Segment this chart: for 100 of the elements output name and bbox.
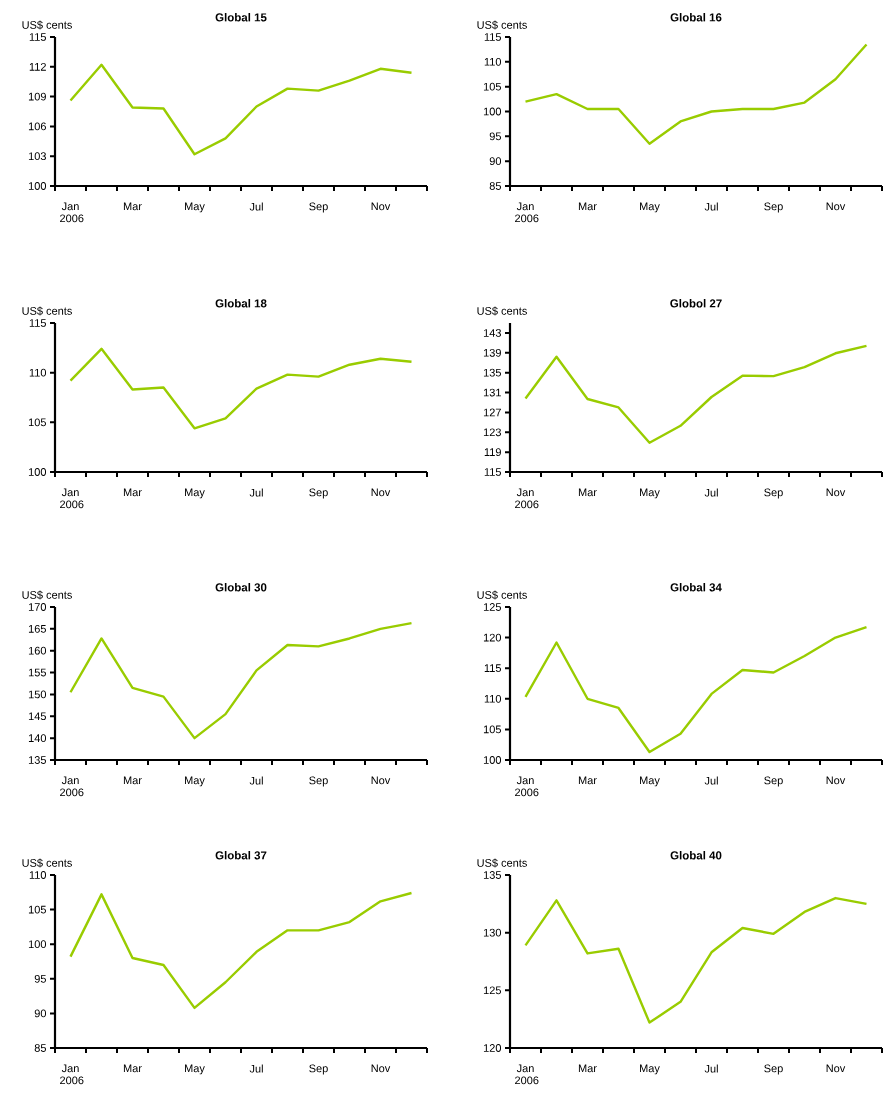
x-tick-label: Mar [123, 488, 142, 497]
chart-title: Global 37 [215, 851, 267, 860]
y-tick-label: 115 [484, 33, 501, 41]
y-tick-label: 85 [34, 1044, 46, 1052]
y-tick-label: 135 [28, 756, 46, 764]
y-tick-label: 120 [483, 1044, 502, 1052]
y-tick-label: 95 [489, 132, 501, 141]
x-tick-label: Sep [764, 202, 783, 213]
y-tick-label: 127 [483, 408, 501, 417]
y-tick-label: 115 [484, 664, 501, 673]
x-tick-label: Jul [704, 1064, 718, 1073]
x-tick-label: Jul [249, 202, 263, 211]
y-tick-label: 110 [484, 57, 502, 66]
y-axis-title: US$ cents [22, 590, 72, 600]
y-tick-label: 103 [28, 152, 46, 161]
line-series [69, 891, 413, 1010]
y-tick-label: 105 [28, 418, 46, 427]
y-tick-label: 135 [483, 368, 501, 377]
y-tick-label: 143 [483, 329, 501, 337]
x-tick-label: Mar [578, 488, 597, 497]
x-tick-label: Jan 2006 [515, 488, 539, 509]
y-tick-label: 170 [28, 603, 47, 611]
y-tick-label: 120 [483, 633, 502, 642]
x-tick-label: May [185, 1064, 205, 1075]
x-tick-label: May [640, 776, 660, 787]
x-tick-label: Mar [123, 1064, 142, 1073]
y-tick-label: 109 [28, 92, 46, 101]
x-tick-label: Sep [309, 202, 328, 213]
x-tick-label: Nov [826, 202, 846, 211]
x-tick-label: Jan 2006 [60, 1064, 84, 1085]
x-tick-label: Sep [309, 488, 328, 499]
y-tick-label: 85 [489, 182, 501, 190]
chart-title: Globol 27 [670, 299, 722, 308]
x-tick-label: Sep [764, 776, 783, 787]
x-tick-label: Jan 2006 [515, 776, 539, 797]
x-tick-label: May [185, 776, 205, 787]
y-tick-label: 123 [483, 428, 501, 437]
x-tick-label: Jul [704, 776, 718, 785]
x-tick-label: Jan 2006 [515, 202, 539, 223]
x-tick-label: Sep [309, 776, 328, 787]
x-tick-label: May [185, 202, 205, 213]
x-tick-label: May [185, 488, 205, 499]
y-tick-label: 100 [483, 756, 502, 764]
y-tick-label: 112 [29, 62, 46, 71]
y-axis-title: US$ cents [477, 590, 527, 600]
y-axis-title: US$ cents [22, 306, 72, 316]
y-tick-label: 90 [489, 157, 502, 166]
y-tick-label: 90 [34, 1009, 47, 1018]
x-tick-label: May [640, 1064, 660, 1075]
y-tick-label: 125 [483, 603, 501, 611]
y-tick-label: 140 [28, 734, 47, 743]
x-tick-label: Mar [578, 1064, 597, 1073]
x-tick-label: Nov [371, 202, 391, 211]
x-tick-label: Jan 2006 [60, 202, 84, 223]
y-tick-label: 155 [28, 668, 46, 677]
y-tick-label: 115 [29, 33, 46, 41]
x-tick-label: Jan 2006 [60, 488, 84, 509]
x-tick-label: Jan 2006 [515, 1064, 539, 1085]
y-tick-label: 139 [483, 348, 501, 357]
x-tick-label: Mar [123, 776, 142, 785]
y-tick-label: 150 [28, 690, 47, 699]
chart-title: Global 34 [670, 583, 722, 592]
chart-title: Global 18 [215, 299, 267, 308]
x-tick-label: Jan 2006 [60, 776, 84, 797]
y-axis-title: US$ cents [477, 306, 527, 316]
x-tick-label: Nov [371, 776, 391, 785]
y-axis-title: US$ cents [477, 858, 527, 868]
x-tick-label: May [640, 488, 660, 499]
line-series [69, 347, 413, 430]
x-tick-label: Jul [704, 202, 718, 211]
y-tick-label: 110 [29, 368, 47, 377]
y-tick-label: 105 [483, 725, 501, 734]
y-tick-label: 105 [483, 82, 501, 91]
x-tick-label: Nov [826, 776, 846, 785]
x-tick-label: Mar [123, 202, 142, 211]
y-tick-label: 115 [29, 319, 46, 327]
y-tick-label: 160 [28, 646, 47, 655]
x-tick-label: Jul [249, 776, 263, 785]
chart-title: Global 40 [670, 851, 722, 860]
y-tick-label: 125 [483, 986, 501, 995]
x-tick-label: Jul [249, 488, 263, 497]
chart-title: Global 15 [215, 13, 267, 22]
y-tick-label: 130 [483, 928, 502, 937]
x-tick-label: Nov [826, 488, 846, 497]
line-series [524, 344, 868, 444]
line-series [524, 625, 868, 754]
y-axis-title: US$ cents [477, 20, 527, 30]
line-series [524, 43, 868, 145]
y-tick-label: 119 [484, 448, 501, 457]
y-tick-label: 100 [28, 940, 47, 949]
chart-title: Global 16 [670, 13, 722, 22]
y-tick-label: 106 [28, 122, 46, 131]
x-tick-label: Mar [578, 202, 597, 211]
x-tick-label: Jul [704, 488, 718, 497]
y-tick-label: 100 [28, 182, 47, 190]
y-axis-title: US$ cents [22, 858, 72, 868]
y-tick-label: 135 [483, 871, 501, 879]
x-tick-label: Sep [309, 1064, 328, 1075]
x-tick-label: Nov [371, 488, 391, 497]
y-tick-label: 110 [484, 694, 502, 703]
